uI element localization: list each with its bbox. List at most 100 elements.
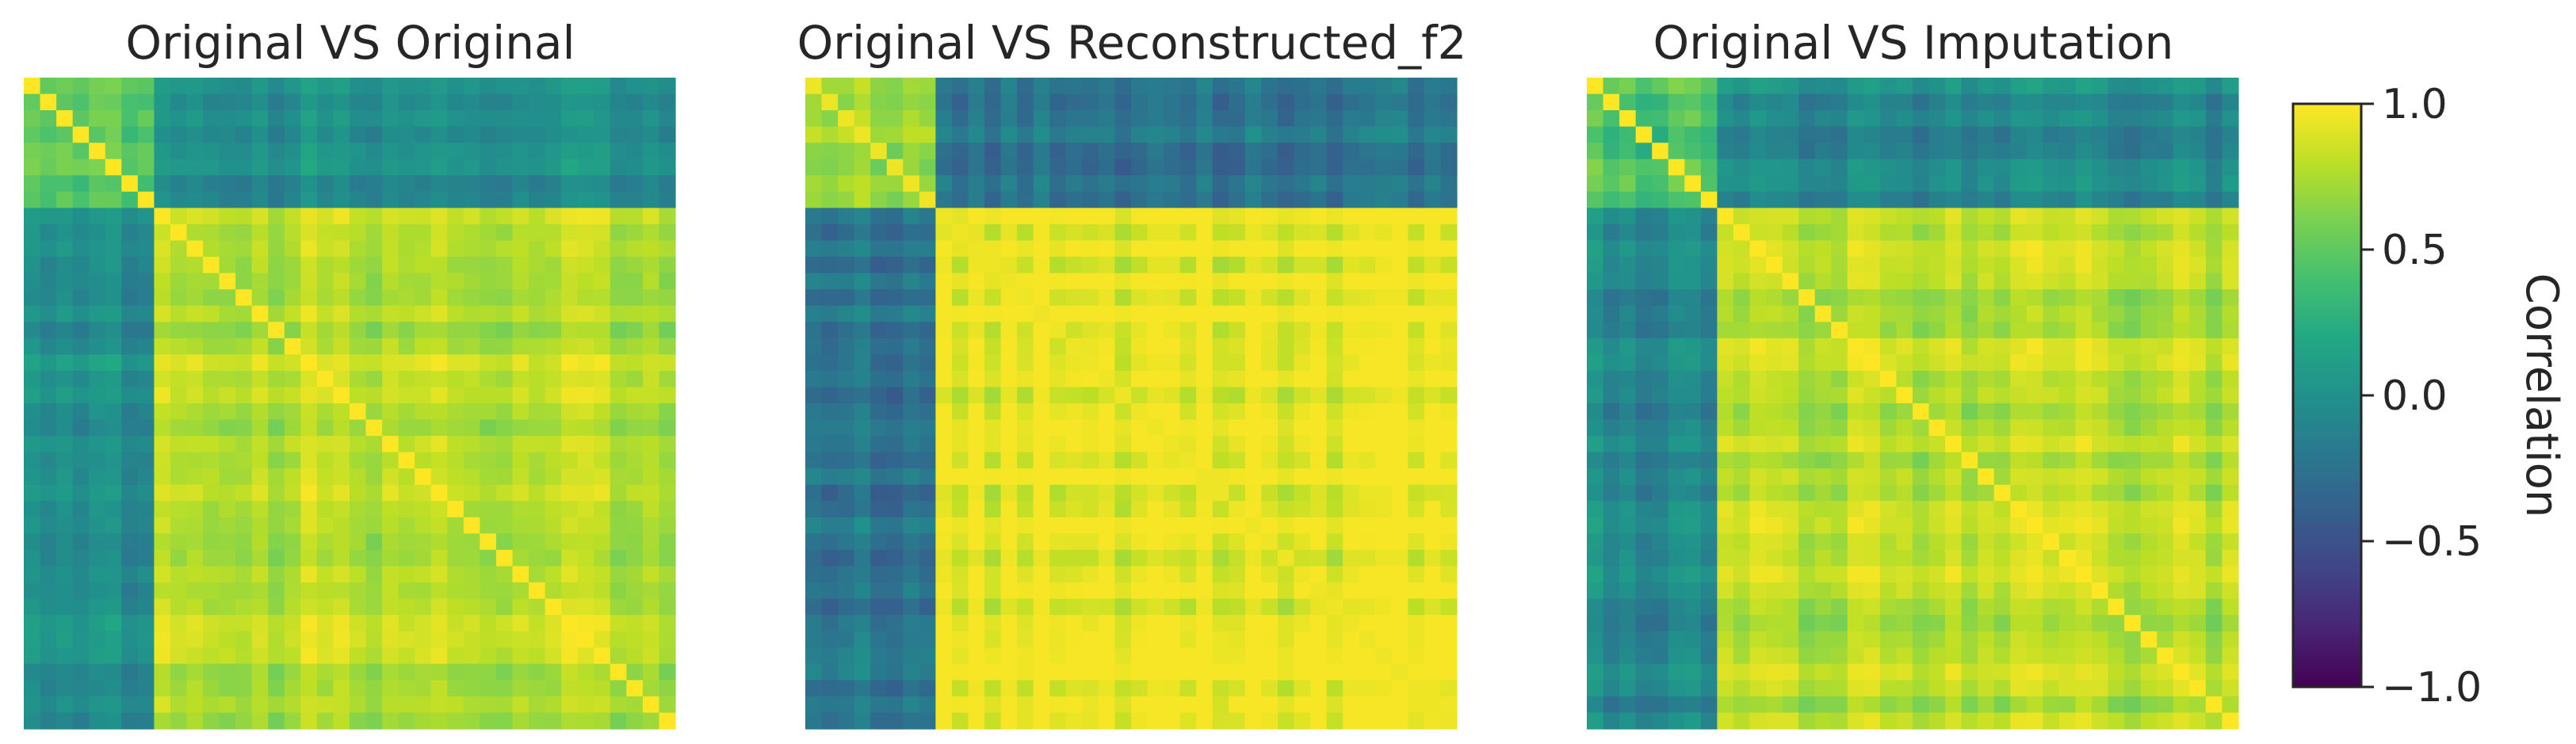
heatmap-cell xyxy=(1391,549,1408,567)
heatmap-cell xyxy=(1928,582,1946,600)
heatmap-cell xyxy=(333,126,350,143)
heatmap-cell xyxy=(219,549,236,567)
heatmap-cell xyxy=(430,93,448,111)
heatmap-cell xyxy=(2205,419,2223,437)
heatmap-cell xyxy=(1733,273,1751,290)
heatmap-cell xyxy=(333,354,350,372)
heatmap-cell xyxy=(1196,663,1213,681)
heatmap-cell xyxy=(659,419,676,437)
heatmap-cell xyxy=(1179,191,1197,208)
heatmap-cell xyxy=(577,354,594,372)
heatmap-cell xyxy=(1049,419,1067,437)
heatmap-cell xyxy=(1847,93,1864,111)
heatmap-cell xyxy=(1978,403,1995,421)
heatmap-cell xyxy=(1733,533,1751,551)
heatmap-cell xyxy=(1147,533,1164,551)
heatmap-cell xyxy=(1424,598,1442,616)
heatmap-cell xyxy=(1635,533,1653,551)
heatmap-cell xyxy=(72,549,90,567)
heatmap-cell xyxy=(1603,338,1620,355)
heatmap-cell xyxy=(1619,289,1637,307)
heatmap-cell xyxy=(529,696,546,714)
heatmap-cell xyxy=(1164,566,1181,583)
heatmap-cell xyxy=(284,305,301,322)
heatmap-cell xyxy=(1310,110,1328,128)
heatmap-cell xyxy=(154,93,171,111)
heatmap-cell xyxy=(1000,663,1018,681)
heatmap-cell xyxy=(1635,158,1653,176)
heatmap-cell xyxy=(1326,647,1343,665)
heatmap-cell xyxy=(1343,549,1360,567)
heatmap-cell xyxy=(1229,338,1246,355)
heatmap-cell xyxy=(170,93,188,111)
heatmap-cell xyxy=(1913,549,1930,567)
heatmap-cell xyxy=(1733,517,1751,534)
heatmap-cell xyxy=(105,110,122,128)
heatmap-cell xyxy=(1635,696,1653,714)
heatmap-cell xyxy=(1065,338,1083,355)
heatmap-cell xyxy=(545,419,562,437)
heatmap-cell xyxy=(235,598,253,616)
heatmap-cell xyxy=(1343,338,1360,355)
heatmap-cell xyxy=(545,289,562,307)
heatmap-cell xyxy=(838,712,855,730)
heatmap-cell xyxy=(1065,696,1083,714)
heatmap-cell xyxy=(1244,501,1262,518)
heatmap-cell xyxy=(2222,305,2239,322)
heatmap-cell xyxy=(821,696,839,714)
colorbar-tick-label: 0.0 xyxy=(2382,372,2448,420)
heatmap-cell xyxy=(1749,93,1767,111)
heatmap-cell xyxy=(316,126,334,143)
heatmap-cell xyxy=(415,582,432,600)
heatmap-cell xyxy=(2075,680,2093,697)
heatmap-cell xyxy=(1831,680,1848,697)
heatmap-cell xyxy=(854,110,871,128)
heatmap-cell xyxy=(1147,468,1164,486)
heatmap-cell xyxy=(1017,468,1034,486)
heatmap-cell xyxy=(2189,110,2207,128)
heatmap-cell xyxy=(1814,484,1832,502)
heatmap-cell xyxy=(2222,696,2239,714)
heatmap-cell xyxy=(154,582,171,600)
heatmap-cell xyxy=(415,273,432,290)
heatmap-cell xyxy=(1782,289,1799,307)
heatmap-cell xyxy=(838,370,855,388)
heatmap-cell xyxy=(480,158,497,176)
heatmap-cell xyxy=(594,452,611,469)
heatmap-cell xyxy=(89,289,106,307)
heatmap-cell xyxy=(1684,452,1702,469)
heatmap-cell xyxy=(1147,696,1164,714)
heatmap-cell xyxy=(935,191,953,208)
heatmap-cell xyxy=(1114,452,1132,469)
heatmap-cell xyxy=(2124,582,2142,600)
heatmap-cell xyxy=(1993,566,2011,583)
heatmap-cell xyxy=(89,436,106,453)
heatmap-cell xyxy=(1000,631,1018,648)
heatmap-cell xyxy=(1798,289,1816,307)
heatmap-cell xyxy=(1733,598,1751,616)
heatmap-cell xyxy=(170,208,188,225)
heatmap-cell xyxy=(1375,354,1393,372)
heatmap-cell xyxy=(529,680,546,697)
heatmap-cell xyxy=(89,647,106,665)
heatmap-cell xyxy=(2205,78,2223,95)
heatmap-cell xyxy=(1196,305,1213,322)
heatmap-cell xyxy=(1896,631,1913,648)
heatmap-cell xyxy=(854,501,871,518)
heatmap-cell xyxy=(659,191,676,208)
heatmap-cell xyxy=(316,322,334,339)
heatmap-cell xyxy=(561,257,579,274)
heatmap-cell xyxy=(1766,208,1783,225)
heatmap-cell xyxy=(1879,273,1898,290)
heatmap-cell xyxy=(821,143,839,160)
heatmap-cell xyxy=(1326,175,1343,193)
heatmap-cell xyxy=(512,631,529,648)
heatmap-cell xyxy=(1961,273,1978,290)
heatmap-cell xyxy=(1212,370,1229,388)
heatmap-cell xyxy=(968,712,985,730)
heatmap-cell xyxy=(1766,370,1783,388)
heatmap-cell xyxy=(577,273,594,290)
heatmap-cell xyxy=(1359,158,1376,176)
heatmap-cell xyxy=(316,631,334,648)
heatmap-cell xyxy=(1619,78,1637,95)
